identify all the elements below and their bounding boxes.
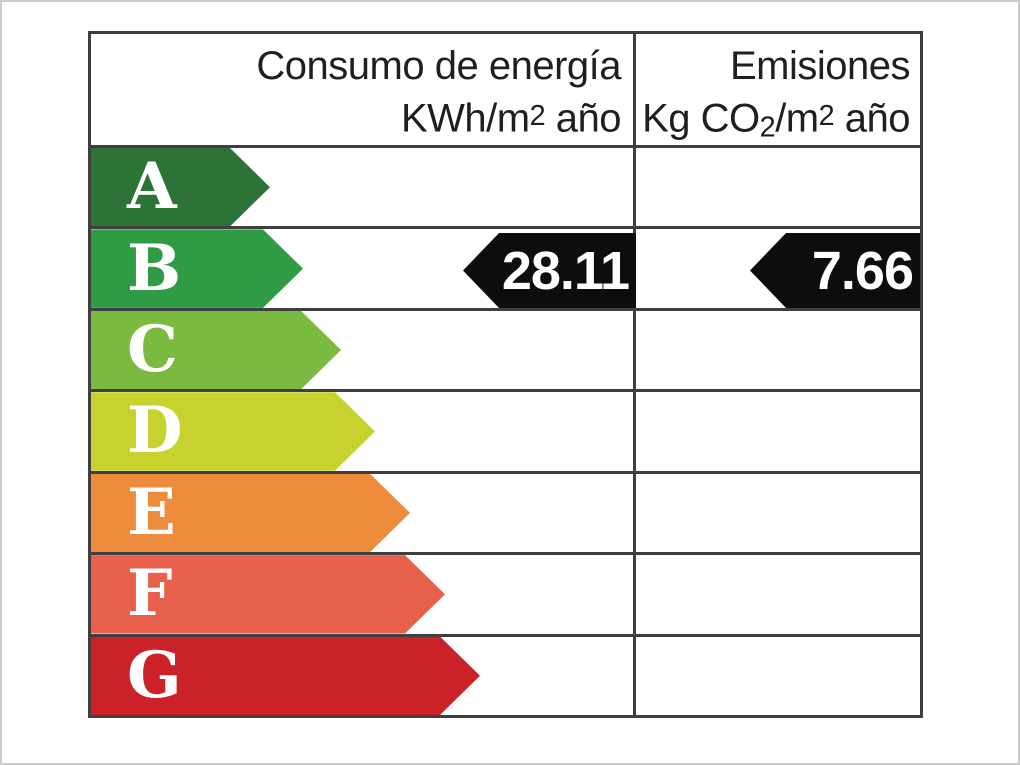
- consumption-title: Consumo de energía: [256, 44, 621, 88]
- subscript-2: 2: [759, 111, 776, 144]
- rating-letter-a: A: [127, 149, 177, 225]
- rating-letter-e: E: [127, 474, 176, 550]
- consumption-column-header: Consumo de energía KWh/m2 año: [91, 34, 636, 145]
- rating-row-b: B: [91, 229, 920, 311]
- rating-letter-g: G: [127, 637, 182, 713]
- rating-arrow-g: G: [91, 637, 480, 715]
- superscript-2: 2: [818, 100, 835, 132]
- emissions-unit: Kg CO2/m2 año: [642, 96, 910, 144]
- emissions-title: Emisiones: [729, 44, 911, 88]
- emissions-value-arrow: 7.66: [750, 233, 920, 308]
- consumption-value-arrow: 28.11: [463, 233, 636, 308]
- rating-arrow-d: D: [91, 392, 375, 470]
- rating-table: Consumo de energía KWh/m2 año Emisiones …: [88, 31, 923, 718]
- rating-letter-b: B: [127, 230, 182, 306]
- rating-row-e: E: [91, 474, 920, 556]
- emissions-value: 7.66: [811, 240, 914, 301]
- rating-letter-f: F: [127, 556, 173, 632]
- rating-arrow-c: C: [91, 311, 341, 389]
- rating-row-a: A: [91, 148, 920, 230]
- superscript-2: 2: [529, 100, 546, 132]
- rating-row-c: C: [91, 311, 920, 393]
- rating-letter-d: D: [127, 393, 183, 469]
- consumption-value: 28.11: [501, 240, 630, 301]
- emissions-column-header: Emisiones Kg CO2/m2 año: [636, 34, 920, 145]
- rating-row-g: G: [91, 637, 920, 715]
- rating-arrow-f: F: [91, 555, 445, 633]
- table-header: Consumo de energía KWh/m2 año Emisiones …: [91, 34, 920, 148]
- rating-arrow-a: A: [91, 148, 270, 226]
- rating-row-d: D: [91, 392, 920, 474]
- rating-letter-c: C: [127, 312, 178, 388]
- rating-arrow-e: E: [91, 474, 410, 552]
- consumption-unit: KWh/m2 año: [401, 96, 621, 141]
- rating-arrow-b: B: [91, 229, 303, 307]
- column-divider: [633, 34, 636, 715]
- rating-row-f: F: [91, 555, 920, 637]
